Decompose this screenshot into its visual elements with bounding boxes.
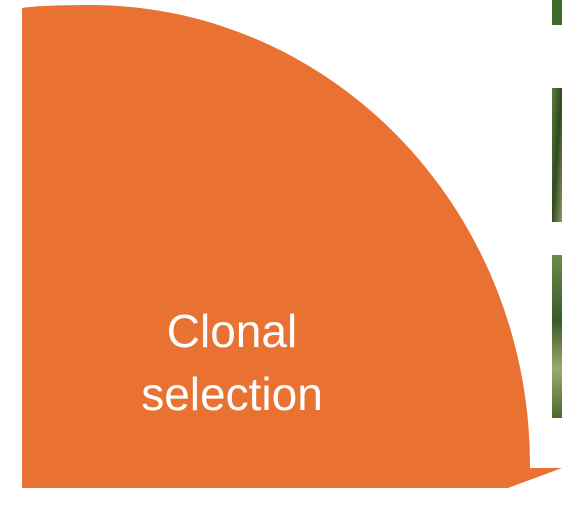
notch [10,5,22,60]
photo-fragment [552,0,562,25]
page: Clonal selection (() => { const data = J… [0,0,562,516]
stage-label: Clonal [167,305,297,357]
photo-fragment [552,88,562,222]
photo-fragment [552,255,562,418]
slide: Clonal selection [0,0,562,516]
stage-label: selection [141,368,323,420]
